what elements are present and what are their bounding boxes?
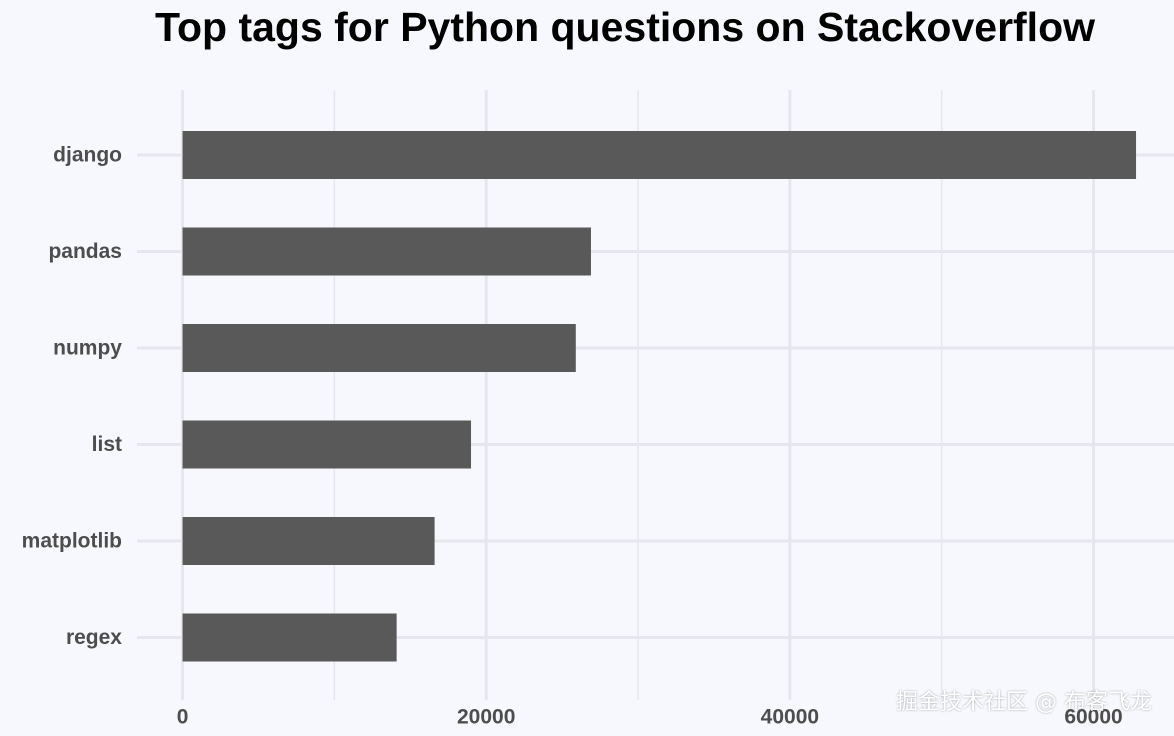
grid-lines (137, 90, 1174, 700)
x-tick-labels: 0 20000 40000 60000 (177, 706, 1123, 729)
watermark: 掘金技术社区 @ 布客飞龙 (896, 690, 1152, 715)
chart-title: Top tags for Python questions on Stackov… (154, 4, 1096, 50)
y-tick-labels: django pandas numpy list matplotlib regex (22, 144, 123, 650)
bar-list (182, 420, 472, 469)
y-tick-label: numpy (53, 337, 122, 360)
bar-matplotlib (182, 517, 435, 565)
y-tick-label: regex (66, 626, 122, 649)
x-tick-label: 40000 (761, 706, 819, 729)
bar-pandas (182, 227, 591, 276)
x-tick-label: 60000 (1064, 706, 1122, 729)
bars (182, 131, 1137, 662)
y-tick-label: django (53, 144, 122, 167)
x-tick-label: 20000 (457, 706, 515, 729)
x-tick-label: 0 (177, 706, 189, 729)
y-tick-label: matplotlib (22, 530, 122, 553)
y-tick-label: pandas (48, 240, 122, 263)
bar-regex (182, 613, 397, 662)
bar-django (182, 131, 1137, 179)
y-tick-label: list (92, 433, 122, 456)
bar-numpy (182, 324, 576, 372)
